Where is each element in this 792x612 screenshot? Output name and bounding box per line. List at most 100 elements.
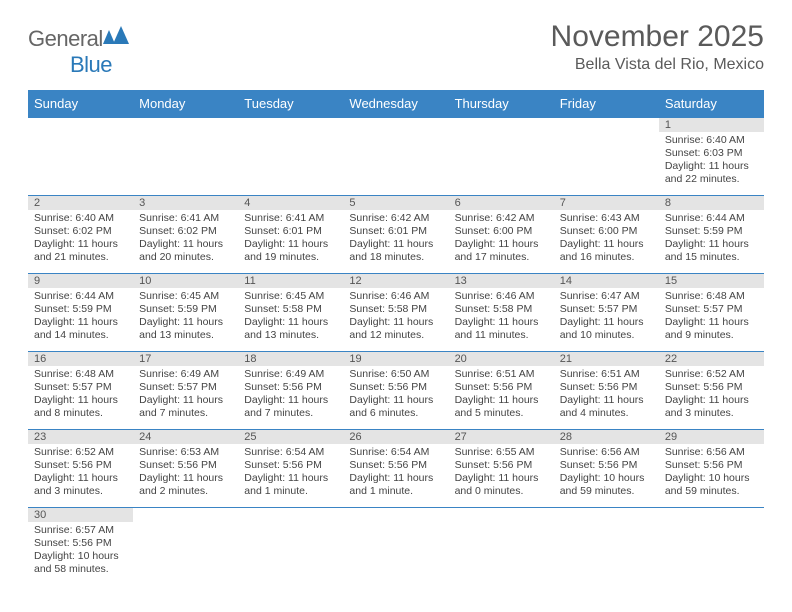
daylight-text: Daylight: 11 hours and 14 minutes. <box>34 316 127 342</box>
day-details: Sunrise: 6:42 AMSunset: 6:00 PMDaylight:… <box>449 210 554 269</box>
calendar-cell-blank <box>133 508 238 586</box>
day-details: Sunrise: 6:41 AMSunset: 6:02 PMDaylight:… <box>133 210 238 269</box>
calendar-row: 16Sunrise: 6:48 AMSunset: 5:57 PMDayligh… <box>28 352 764 430</box>
daylight-text: Daylight: 11 hours and 5 minutes. <box>455 394 548 420</box>
sunset-text: Sunset: 6:02 PM <box>34 225 127 238</box>
sunrise-text: Sunrise: 6:42 AM <box>455 212 548 225</box>
day-details: Sunrise: 6:57 AMSunset: 5:56 PMDaylight:… <box>28 522 133 581</box>
sunset-text: Sunset: 5:56 PM <box>560 459 653 472</box>
page-subtitle: Bella Vista del Rio, Mexico <box>551 56 764 74</box>
calendar-cell-blank <box>659 508 764 586</box>
weekday-header: Friday <box>554 90 659 118</box>
calendar-cell: 22Sunrise: 6:52 AMSunset: 5:56 PMDayligh… <box>659 352 764 430</box>
sunrise-text: Sunrise: 6:40 AM <box>34 212 127 225</box>
day-details: Sunrise: 6:44 AMSunset: 5:59 PMDaylight:… <box>28 288 133 347</box>
logo-text: GeneralBlue <box>28 26 129 78</box>
sunset-text: Sunset: 5:57 PM <box>139 381 232 394</box>
day-number: 25 <box>238 430 343 444</box>
daylight-text: Daylight: 11 hours and 0 minutes. <box>455 472 548 498</box>
weekday-header-row: Sunday Monday Tuesday Wednesday Thursday… <box>28 90 764 118</box>
daylight-text: Daylight: 11 hours and 15 minutes. <box>665 238 758 264</box>
day-number: 15 <box>659 274 764 288</box>
sunrise-text: Sunrise: 6:56 AM <box>665 446 758 459</box>
day-number: 2 <box>28 196 133 210</box>
sunrise-text: Sunrise: 6:54 AM <box>244 446 337 459</box>
calendar-cell: 10Sunrise: 6:45 AMSunset: 5:59 PMDayligh… <box>133 274 238 352</box>
day-number: 1 <box>659 118 764 132</box>
day-number: 28 <box>554 430 659 444</box>
sunrise-text: Sunrise: 6:44 AM <box>34 290 127 303</box>
day-number: 7 <box>554 196 659 210</box>
daylight-text: Daylight: 11 hours and 9 minutes. <box>665 316 758 342</box>
day-number: 30 <box>28 508 133 522</box>
daylight-text: Daylight: 11 hours and 12 minutes. <box>349 316 442 342</box>
calendar-cell: 21Sunrise: 6:51 AMSunset: 5:56 PMDayligh… <box>554 352 659 430</box>
weekday-header: Saturday <box>659 90 764 118</box>
day-number: 22 <box>659 352 764 366</box>
day-number: 13 <box>449 274 554 288</box>
calendar-cell: 30Sunrise: 6:57 AMSunset: 5:56 PMDayligh… <box>28 508 133 586</box>
weekday-header: Tuesday <box>238 90 343 118</box>
calendar-row: 9Sunrise: 6:44 AMSunset: 5:59 PMDaylight… <box>28 274 764 352</box>
daylight-text: Daylight: 11 hours and 17 minutes. <box>455 238 548 264</box>
sunrise-text: Sunrise: 6:44 AM <box>665 212 758 225</box>
sunset-text: Sunset: 5:56 PM <box>244 459 337 472</box>
calendar-row: 23Sunrise: 6:52 AMSunset: 5:56 PMDayligh… <box>28 430 764 508</box>
day-details: Sunrise: 6:54 AMSunset: 5:56 PMDaylight:… <box>343 444 448 503</box>
calendar-cell: 25 Sunrise: 6:54 AMSunset: 5:56 PMDayligh… <box>238 430 343 508</box>
day-details: Sunrise: 6:40 AMSunset: 6:02 PMDaylight:… <box>28 210 133 269</box>
sunset-text: Sunset: 5:59 PM <box>665 225 758 238</box>
page-title: November 2025 <box>551 20 764 54</box>
calendar-row: 30Sunrise: 6:57 AMSunset: 5:56 PMDayligh… <box>28 508 764 586</box>
sunrise-text: Sunrise: 6:55 AM <box>455 446 548 459</box>
calendar-cell-blank <box>343 118 448 196</box>
calendar-cell: 16Sunrise: 6:48 AMSunset: 5:57 PMDayligh… <box>28 352 133 430</box>
title-block: November 2025 Bella Vista del Rio, Mexic… <box>551 20 764 74</box>
daylight-text: Daylight: 11 hours and 8 minutes. <box>34 394 127 420</box>
day-details: Sunrise: 6:43 AMSunset: 6:00 PMDaylight:… <box>554 210 659 269</box>
day-number: 21 <box>554 352 659 366</box>
day-details: Sunrise: 6:51 AMSunset: 5:56 PMDaylight:… <box>554 366 659 425</box>
sunset-text: Sunset: 6:01 PM <box>244 225 337 238</box>
daylight-text: Daylight: 11 hours and 7 minutes. <box>139 394 232 420</box>
daylight-text: Daylight: 11 hours and 16 minutes. <box>560 238 653 264</box>
sunset-text: Sunset: 5:59 PM <box>34 303 127 316</box>
daylight-text: Daylight: 11 hours and 3 minutes. <box>34 472 127 498</box>
calendar-cell-blank <box>554 508 659 586</box>
sunset-text: Sunset: 5:59 PM <box>139 303 232 316</box>
sunset-text: Sunset: 5:56 PM <box>139 459 232 472</box>
day-number: 17 <box>133 352 238 366</box>
daylight-text: Daylight: 11 hours and 13 minutes. <box>139 316 232 342</box>
sunset-text: Sunset: 6:00 PM <box>455 225 548 238</box>
day-details: Sunrise: 6:47 AMSunset: 5:57 PMDaylight:… <box>554 288 659 347</box>
day-details: Sunrise: 6:50 AMSunset: 5:56 PMDaylight:… <box>343 366 448 425</box>
calendar-cell: 11Sunrise: 6:45 AMSunset: 5:58 PMDayligh… <box>238 274 343 352</box>
day-details: Sunrise: 6:46 AMSunset: 5:58 PMDaylight:… <box>343 288 448 347</box>
day-details: Sunrise: 6:52 AMSunset: 5:56 PMDaylight:… <box>28 444 133 503</box>
daylight-text: Daylight: 11 hours and 1 minute. <box>244 472 337 498</box>
daylight-text: Daylight: 11 hours and 2 minutes. <box>139 472 232 498</box>
daylight-text: Daylight: 10 hours and 58 minutes. <box>34 550 127 576</box>
day-details: Sunrise: 6:45 AMSunset: 5:59 PMDaylight:… <box>133 288 238 347</box>
sunrise-text: Sunrise: 6:45 AM <box>139 290 232 303</box>
day-details: Sunrise: 6:56 AMSunset: 5:56 PMDaylight:… <box>659 444 764 503</box>
sunset-text: Sunset: 5:56 PM <box>455 459 548 472</box>
day-number: 8 <box>659 196 764 210</box>
logo-part2: Blue <box>70 52 112 77</box>
day-number: 16 <box>28 352 133 366</box>
weekday-header: Monday <box>133 90 238 118</box>
sunrise-text: Sunrise: 6:56 AM <box>560 446 653 459</box>
daylight-text: Daylight: 11 hours and 11 minutes. <box>455 316 548 342</box>
calendar-cell-blank <box>554 118 659 196</box>
day-details: Sunrise: 6:41 AMSunset: 6:01 PMDaylight:… <box>238 210 343 269</box>
day-number: 27 <box>449 430 554 444</box>
sunrise-text: Sunrise: 6:41 AM <box>139 212 232 225</box>
day-number: 10 <box>133 274 238 288</box>
sunset-text: Sunset: 5:57 PM <box>665 303 758 316</box>
calendar-cell: 2Sunrise: 6:40 AMSunset: 6:02 PMDaylight… <box>28 196 133 274</box>
sunset-text: Sunset: 6:00 PM <box>560 225 653 238</box>
daylight-text: Daylight: 11 hours and 7 minutes. <box>244 394 337 420</box>
calendar-cell: 28Sunrise: 6:56 AMSunset: 5:56 PMDayligh… <box>554 430 659 508</box>
calendar-cell: 26Sunrise: 6:54 AMSunset: 5:56 PMDayligh… <box>343 430 448 508</box>
day-details: Sunrise: 6:48 AMSunset: 5:57 PMDaylight:… <box>28 366 133 425</box>
